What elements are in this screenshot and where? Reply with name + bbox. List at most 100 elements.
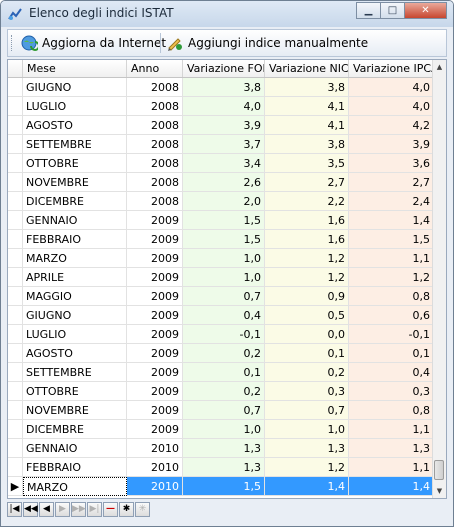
cell-foi[interactable]: 0,2 xyxy=(183,382,265,401)
table-row[interactable]: DICEMBRE 2008 2,0 2,2 2,4 xyxy=(8,192,434,211)
cell-anno[interactable]: 2009 xyxy=(127,287,183,306)
cell-nic[interactable]: 3,8 xyxy=(265,135,349,154)
last-record-button[interactable]: ▶| xyxy=(87,502,102,517)
table-row[interactable]: OTTOBRE 2009 0,2 0,3 0,3 xyxy=(8,382,434,401)
cell-nic[interactable]: 2,2 xyxy=(265,192,349,211)
row-indicator[interactable] xyxy=(8,78,23,97)
cell-nic[interactable]: 3,5 xyxy=(265,154,349,173)
table-row[interactable]: LUGLIO 2009 -0,1 0,0 -0,1 xyxy=(8,325,434,344)
cell-foi[interactable]: 0,7 xyxy=(183,401,265,420)
row-indicator[interactable] xyxy=(8,287,23,306)
add-index-manually-button[interactable]: Aggiungi indice manualmente xyxy=(166,33,368,53)
cell-foi[interactable]: 3,9 xyxy=(183,116,265,135)
row-indicator[interactable] xyxy=(8,116,23,135)
cell-foi[interactable]: 1,3 xyxy=(183,439,265,458)
table-row[interactable]: SETTEMBRE 2008 3,7 3,8 3,9 xyxy=(8,135,434,154)
cell-foi[interactable]: 0,2 xyxy=(183,344,265,363)
cell-mese[interactable]: AGOSTO xyxy=(23,344,127,363)
row-indicator[interactable] xyxy=(8,420,23,439)
table-row[interactable]: FEBBRAIO 2010 1,3 1,2 1,1 xyxy=(8,458,434,477)
cell-foi[interactable]: 1,3 xyxy=(183,458,265,477)
cell-anno[interactable]: 2009 xyxy=(127,325,183,344)
cell-anno[interactable]: 2008 xyxy=(127,116,183,135)
cell-anno[interactable]: 2009 xyxy=(127,230,183,249)
cell-foi[interactable]: 1,0 xyxy=(183,420,265,439)
cell-foi[interactable]: 2,6 xyxy=(183,173,265,192)
cell-ipca[interactable]: 0,6 xyxy=(349,306,434,325)
cell-foi[interactable]: 4,0 xyxy=(183,97,265,116)
cell-ipca[interactable]: 1,1 xyxy=(349,458,434,477)
column-header-anno[interactable]: Anno xyxy=(127,60,183,77)
row-indicator[interactable] xyxy=(8,135,23,154)
cell-anno[interactable]: 2010 xyxy=(127,477,183,496)
cell-nic[interactable]: 0,3 xyxy=(265,382,349,401)
row-indicator[interactable] xyxy=(8,458,23,477)
vertical-scrollbar[interactable]: ▲ ▼ xyxy=(432,60,446,498)
cell-ipca[interactable]: 0,8 xyxy=(349,401,434,420)
cancel-button[interactable]: ✳ xyxy=(135,502,150,517)
cell-mese[interactable]: OTTOBRE xyxy=(23,154,127,173)
cell-foi[interactable]: -0,1 xyxy=(183,325,265,344)
maximize-button[interactable]: □ xyxy=(380,2,405,19)
cell-mese[interactable]: GIUGNO xyxy=(23,78,127,97)
cell-ipca[interactable]: 2,7 xyxy=(349,173,434,192)
cell-anno[interactable]: 2008 xyxy=(127,135,183,154)
row-indicator[interactable] xyxy=(8,268,23,287)
cell-foi[interactable]: 1,5 xyxy=(183,211,265,230)
cell-foi[interactable]: 1,0 xyxy=(183,249,265,268)
prior-page-button[interactable]: ◀◀ xyxy=(23,502,38,517)
row-indicator[interactable] xyxy=(8,363,23,382)
row-indicator[interactable] xyxy=(8,325,23,344)
cell-anno[interactable]: 2009 xyxy=(127,344,183,363)
minimize-button[interactable]: ▁ xyxy=(356,2,381,19)
row-indicator[interactable] xyxy=(8,173,23,192)
delete-record-button[interactable]: — xyxy=(103,502,118,517)
row-indicator[interactable] xyxy=(8,211,23,230)
cell-anno[interactable]: 2009 xyxy=(127,401,183,420)
table-row[interactable]: DICEMBRE 2009 1,0 1,0 1,1 xyxy=(8,420,434,439)
cell-ipca[interactable]: 1,4 xyxy=(349,211,434,230)
cell-mese[interactable]: MARZO xyxy=(23,477,127,496)
table-row[interactable]: GENNAIO 2009 1,5 1,6 1,4 xyxy=(8,211,434,230)
first-record-button[interactable]: |◀ xyxy=(7,502,22,517)
close-button[interactable]: ✕ xyxy=(404,2,447,19)
cell-ipca[interactable]: -0,1 xyxy=(349,325,434,344)
cell-ipca[interactable]: 2,4 xyxy=(349,192,434,211)
cell-anno[interactable]: 2009 xyxy=(127,211,183,230)
cell-anno[interactable]: 2009 xyxy=(127,420,183,439)
cell-ipca[interactable]: 3,6 xyxy=(349,154,434,173)
cell-anno[interactable]: 2008 xyxy=(127,192,183,211)
cell-foi[interactable]: 0,7 xyxy=(183,287,265,306)
table-row[interactable]: APRILE 2009 1,0 1,2 1,2 xyxy=(8,268,434,287)
cell-ipca[interactable]: 0,4 xyxy=(349,363,434,382)
cell-foi[interactable]: 0,1 xyxy=(183,363,265,382)
cell-mese[interactable]: SETTEMBRE xyxy=(23,135,127,154)
table-row[interactable]: GIUGNO 2008 3,8 3,8 4,0 xyxy=(8,78,434,97)
cell-nic[interactable]: 1,3 xyxy=(265,439,349,458)
cell-mese[interactable]: FEBBRAIO xyxy=(23,230,127,249)
cell-foi[interactable]: 3,4 xyxy=(183,154,265,173)
cell-nic[interactable]: 4,1 xyxy=(265,116,349,135)
column-header-foi[interactable]: Variazione FOI xyxy=(183,60,265,77)
table-row[interactable]: OTTOBRE 2008 3,4 3,5 3,6 xyxy=(8,154,434,173)
cell-ipca[interactable]: 4,2 xyxy=(349,116,434,135)
cell-nic[interactable]: 1,2 xyxy=(265,268,349,287)
cell-nic[interactable]: 1,6 xyxy=(265,230,349,249)
cell-anno[interactable]: 2008 xyxy=(127,97,183,116)
row-indicator[interactable] xyxy=(8,382,23,401)
scroll-down-arrow[interactable]: ▼ xyxy=(436,487,443,495)
cell-anno[interactable]: 2009 xyxy=(127,306,183,325)
cell-nic[interactable]: 0,5 xyxy=(265,306,349,325)
row-indicator[interactable] xyxy=(8,97,23,116)
cell-nic[interactable]: 0,9 xyxy=(265,287,349,306)
cell-ipca[interactable]: 1,4 xyxy=(349,477,434,496)
row-indicator[interactable] xyxy=(8,439,23,458)
cell-foi[interactable]: 1,5 xyxy=(183,477,265,496)
row-indicator[interactable]: ▶ xyxy=(8,477,23,496)
cell-ipca[interactable]: 0,3 xyxy=(349,382,434,401)
table-row[interactable]: FEBBRAIO 2009 1,5 1,6 1,5 xyxy=(8,230,434,249)
next-record-button[interactable]: ▶ xyxy=(55,502,70,517)
table-row[interactable]: LUGLIO 2008 4,0 4,1 4,0 xyxy=(8,97,434,116)
cell-foi[interactable]: 3,7 xyxy=(183,135,265,154)
table-row[interactable]: MARZO 2009 1,0 1,2 1,1 xyxy=(8,249,434,268)
